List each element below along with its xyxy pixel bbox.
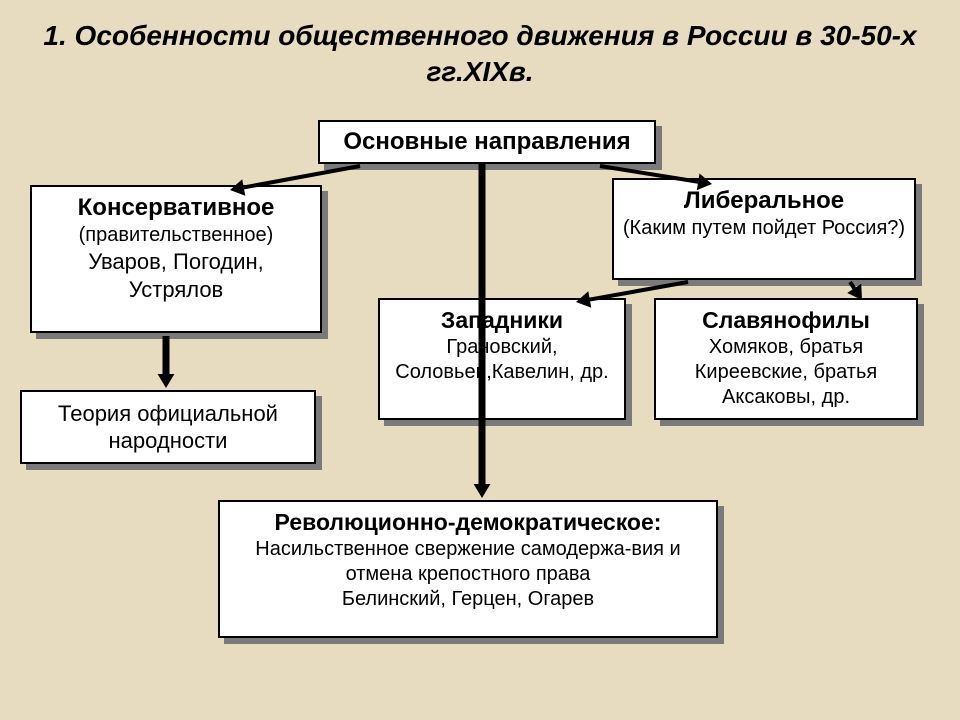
conservative-node: Консервативное (правительственное) Уваро… bbox=[30, 185, 322, 333]
theory-label: Теория официальной народности bbox=[30, 400, 306, 455]
root-label: Основные направления bbox=[343, 127, 630, 157]
diagram-title: 1. Особенности общественного движения в … bbox=[0, 0, 960, 101]
revolutionary-node: Революционно-демократическое: Насильстве… bbox=[218, 500, 718, 638]
slavophile-names: Хомяков, братья Киреевские, братья Аксак… bbox=[664, 335, 908, 410]
slavophile-title: Славянофилы bbox=[664, 306, 908, 335]
western-title: Западники bbox=[388, 306, 616, 335]
slavophile-node: Славянофилы Хомяков, братья Киреевские, … bbox=[654, 298, 918, 420]
revolutionary-desc: Насильственное свержение самодержа-вия и… bbox=[228, 537, 708, 587]
revolutionary-title: Революционно-демократическое: bbox=[228, 508, 708, 537]
conservative-subtitle: (правительственное) bbox=[40, 223, 312, 248]
revolutionary-names: Белинский, Герцен, Огарев bbox=[228, 587, 708, 612]
theory-node: Теория официальной народности bbox=[20, 390, 316, 464]
liberal-node: Либеральное (Каким путем пойдет Россия?) bbox=[612, 178, 916, 280]
western-node: Западники Грановский, Соловьев,Кавелин, … bbox=[378, 298, 626, 420]
conservative-names: Уваров, Погодин, Устрялов bbox=[40, 248, 312, 303]
conservative-title: Консервативное bbox=[40, 193, 312, 223]
western-names: Грановский, Соловьев,Кавелин, др. bbox=[388, 335, 616, 385]
root-node: Основные направления bbox=[318, 120, 656, 164]
liberal-subtitle: (Каким путем пойдет Россия?) bbox=[622, 216, 906, 241]
liberal-title: Либеральное bbox=[622, 186, 906, 216]
